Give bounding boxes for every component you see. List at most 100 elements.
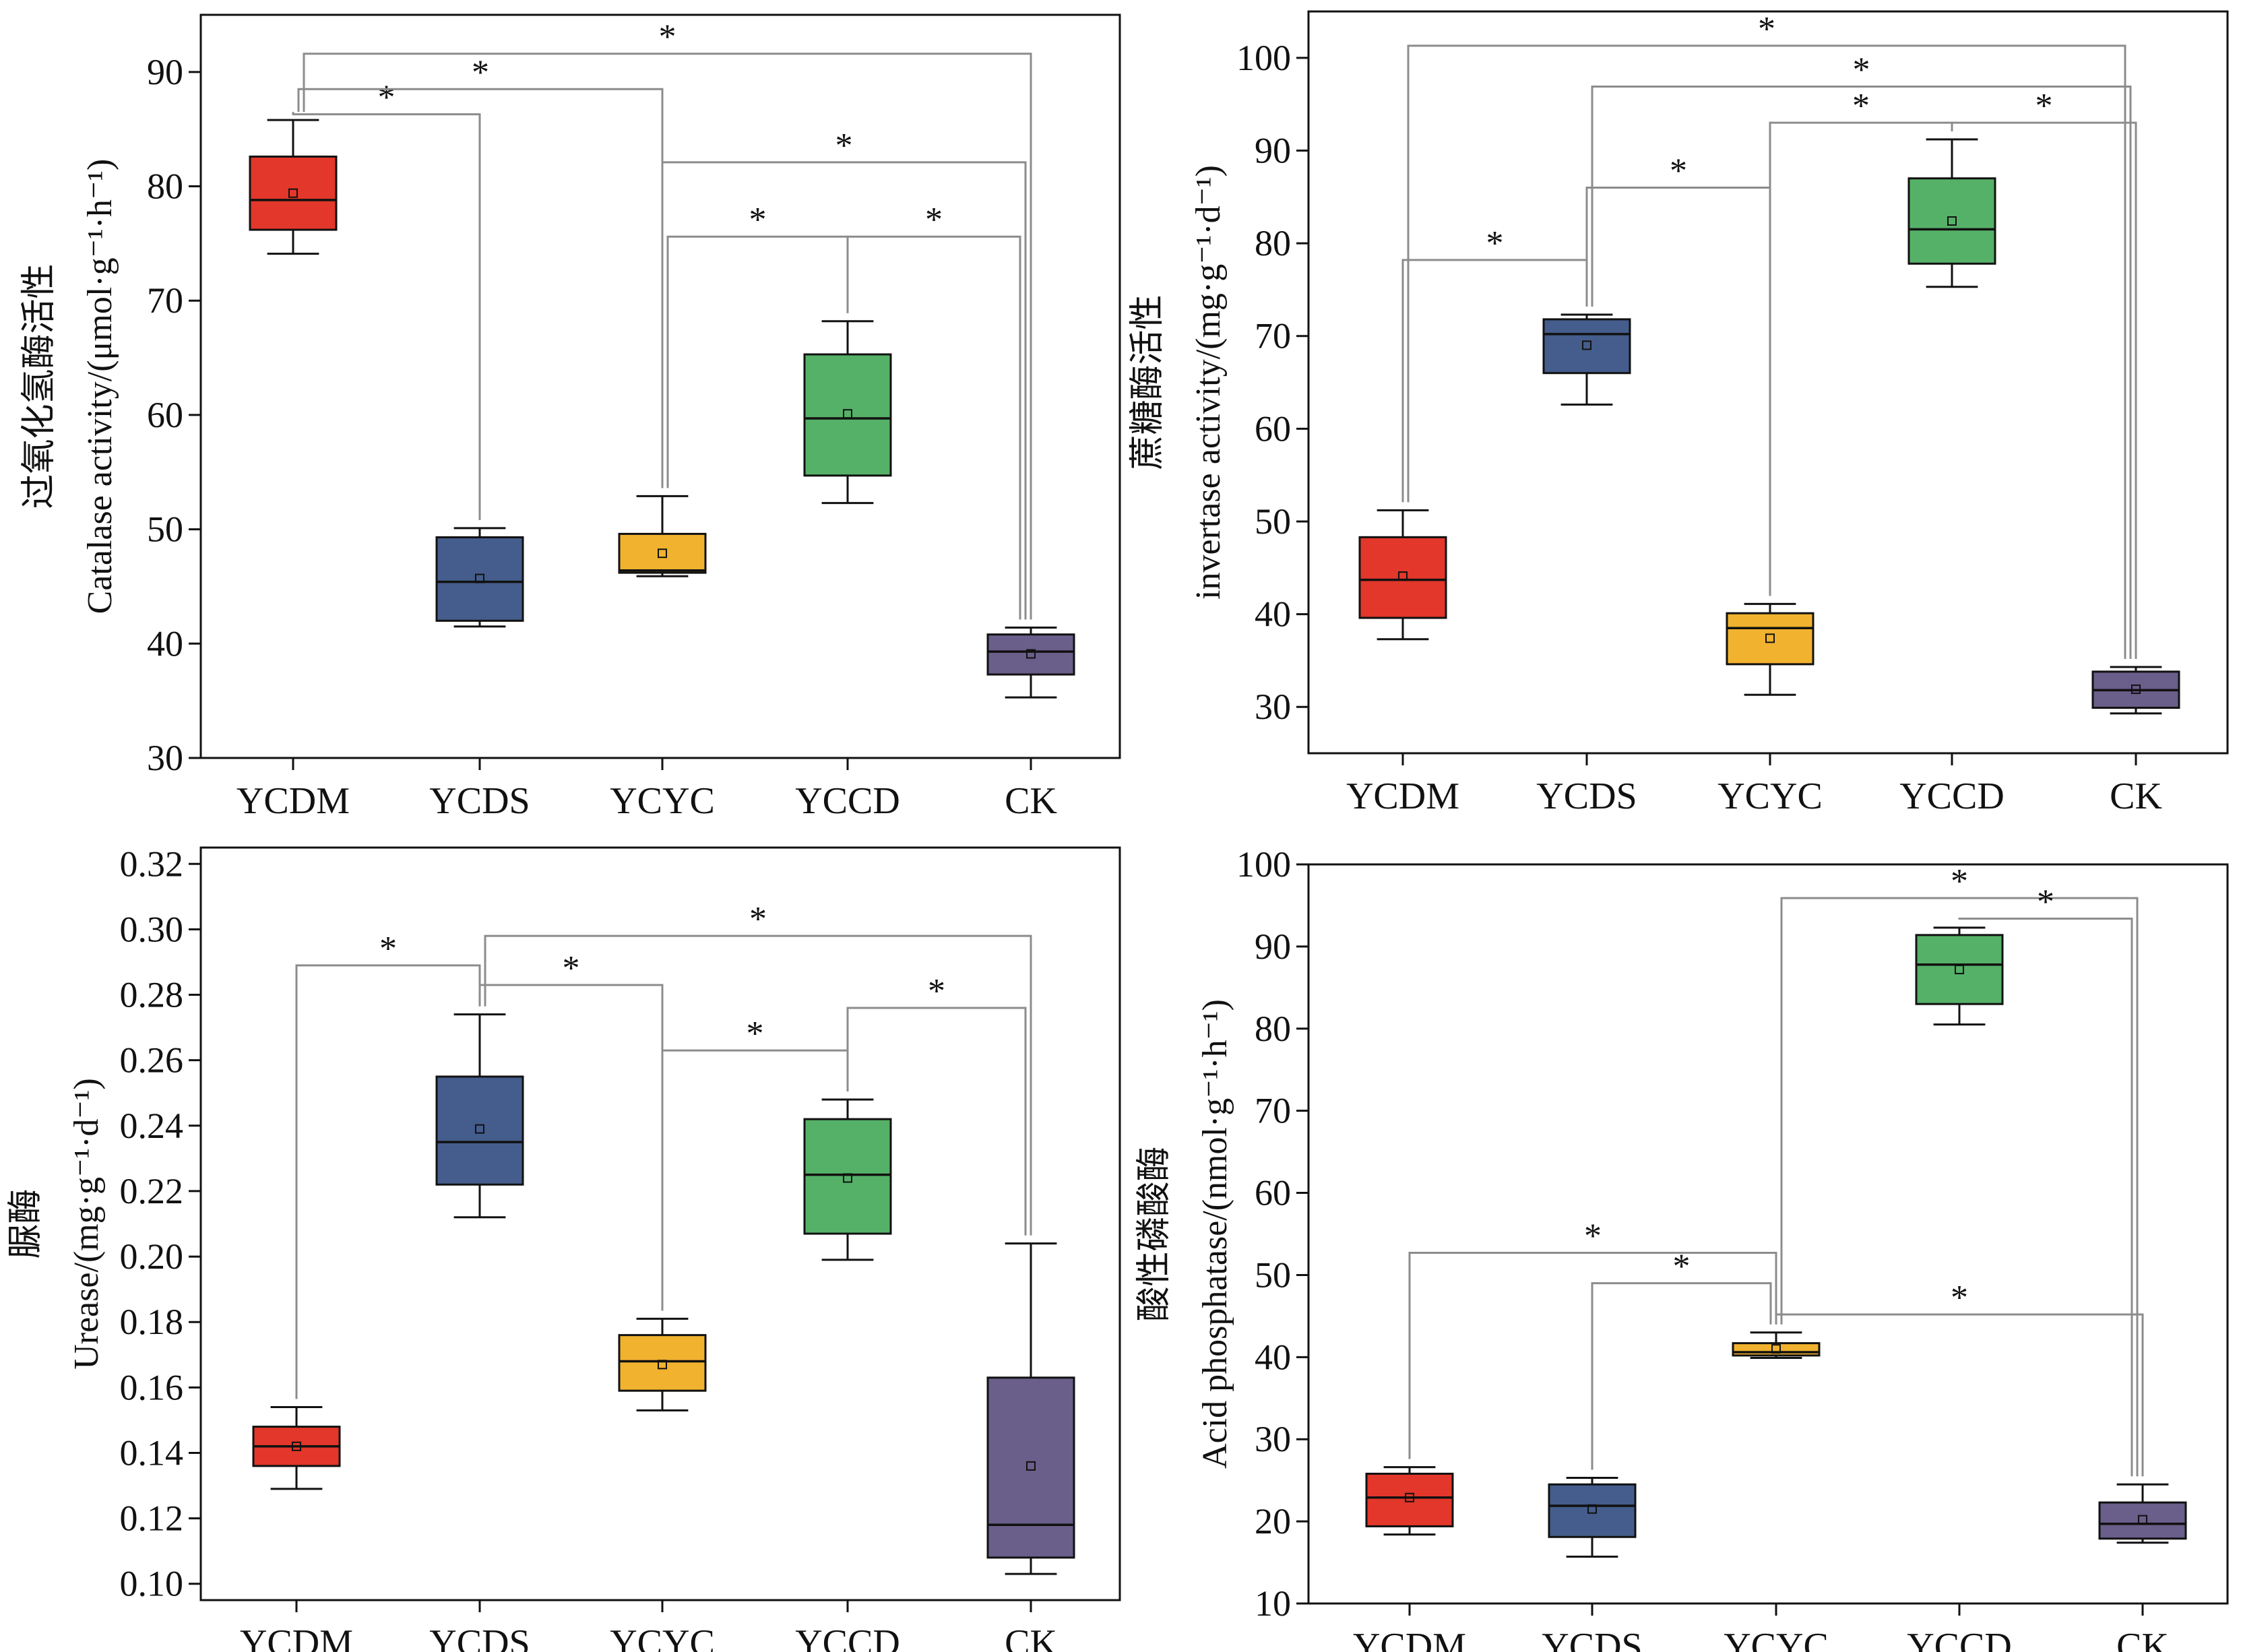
category-label: YCDS	[429, 1622, 530, 1652]
y-tick-label: 30	[1255, 1419, 1291, 1459]
significance-bracket	[661, 161, 1027, 620]
category-label: YCDM	[1346, 775, 1459, 817]
y-tick-label: 50	[1255, 1254, 1291, 1295]
y-tick-label: 0.16	[120, 1367, 184, 1407]
plot-frame	[199, 13, 1121, 759]
y-tick-label: 30	[1255, 687, 1291, 727]
category-label: YCDS	[1542, 1626, 1642, 1652]
y-tick-label: 100	[1236, 844, 1291, 885]
mean-marker	[1026, 1461, 1036, 1471]
y-tick-label: 90	[147, 52, 183, 92]
significance-star: *	[659, 18, 676, 57]
mean-marker	[658, 1360, 667, 1370]
significance-star: *	[2035, 87, 2053, 125]
y-tick-label: 0.30	[120, 909, 184, 949]
box-CK	[986, 1242, 1075, 1575]
y-tick-label: 0.32	[120, 844, 184, 884]
mean-marker	[1026, 649, 1036, 659]
y-axis-label-en: Urease/(mg·g⁻¹·d⁻¹)	[67, 1078, 106, 1370]
box-YCDM	[252, 1405, 341, 1490]
category-label: YCDS	[1536, 775, 1637, 817]
box-iqr	[1915, 934, 2004, 1005]
significance-bracket	[303, 53, 1032, 620]
box-iqr	[1548, 1483, 1637, 1538]
significance-star: *	[749, 900, 767, 939]
y-tick-label: 80	[1255, 1009, 1291, 1049]
box-iqr	[249, 155, 338, 231]
mean-marker	[1582, 340, 1591, 350]
mean-marker	[2131, 685, 2141, 695]
y-tick-label: 0.22	[120, 1171, 184, 1211]
significance-star: *	[1951, 862, 1968, 901]
significance-star: *	[928, 972, 945, 1011]
category-label: YCYC	[1717, 775, 1823, 817]
box-iqr	[435, 536, 524, 622]
y-axis-label-cn: 酸性磷酸酶	[1135, 1146, 1174, 1321]
y-tick-label: 90	[1255, 130, 1291, 170]
category-label: YCDS	[429, 780, 530, 822]
box-iqr	[435, 1075, 524, 1186]
significance-star: *	[925, 201, 943, 239]
y-tick-label: 40	[1255, 594, 1291, 635]
mean-marker	[292, 1441, 301, 1451]
box-iqr	[986, 1376, 1075, 1559]
box-iqr	[1365, 1472, 1454, 1527]
mean-marker	[2138, 1515, 2147, 1525]
y-tick-label: 0.10	[120, 1564, 184, 1604]
box-YCCD	[803, 320, 892, 505]
y-tick-label: 60	[147, 395, 183, 435]
y-tick-label: 70	[1255, 1091, 1291, 1131]
y-tick-label: 80	[147, 166, 183, 207]
box-YCDS	[435, 1013, 524, 1219]
significance-star: *	[1486, 224, 1504, 263]
mean-marker	[1955, 965, 1964, 975]
y-axis-label-en: Acid phosphatase/(nmol·g⁻¹·h⁻¹)	[1196, 999, 1234, 1469]
box-YCCD	[803, 1098, 892, 1261]
category-label: CK	[2110, 775, 2162, 817]
significance-star: *	[1951, 1279, 1968, 1317]
y-axis-label-en: Catalase activity/(μmol·g⁻¹·h⁻¹)	[81, 159, 119, 614]
mean-marker	[1771, 1344, 1781, 1354]
box-YCYC	[1726, 602, 1814, 696]
y-tick-label: 40	[1255, 1337, 1291, 1377]
significance-bracket	[1407, 44, 2126, 660]
category-label: YCCD	[1899, 775, 2005, 817]
mean-marker	[1947, 216, 1957, 226]
significance-star: *	[1853, 51, 1870, 89]
significance-star: *	[1673, 1248, 1691, 1286]
box-YCCD	[1915, 926, 2004, 1026]
mean-marker	[475, 573, 484, 583]
y-tick-label: 80	[1255, 223, 1291, 263]
category-label: YCCD	[1907, 1626, 2012, 1652]
mean-marker	[1405, 1492, 1414, 1502]
box-YCYC	[618, 495, 707, 577]
box-YCDM	[1365, 1466, 1454, 1536]
significance-star: *	[1758, 10, 1775, 49]
category-label: YCCD	[795, 780, 900, 822]
plot-frame	[1307, 10, 2229, 755]
mean-marker	[843, 409, 852, 419]
mean-marker	[843, 1173, 852, 1183]
mean-marker	[658, 548, 667, 559]
box-iqr	[2098, 1501, 2187, 1540]
y-tick-label: 90	[1255, 926, 1291, 967]
box-YCYC	[1732, 1331, 1821, 1360]
category-label: YCYC	[1724, 1626, 1829, 1652]
box-YCDS	[1548, 1477, 1637, 1558]
box-YCDM	[249, 119, 338, 255]
significance-bracket	[1951, 121, 2137, 660]
significance-bracket	[1591, 1282, 1772, 1470]
significance-star: *	[379, 930, 397, 968]
box-CK	[986, 627, 1075, 699]
significance-star: *	[2037, 883, 2054, 921]
box-iqr	[803, 353, 892, 477]
significance-bracket	[1591, 85, 2132, 660]
y-tick-label: 50	[1255, 501, 1291, 542]
mean-marker	[1765, 633, 1775, 643]
box-YCDS	[435, 527, 524, 628]
category-label: CK	[1005, 780, 1057, 822]
box-iqr	[1726, 612, 1814, 666]
y-axis-label-cn: 蔗糖酶活性	[1129, 294, 1167, 470]
category-label: YCYC	[610, 780, 715, 822]
